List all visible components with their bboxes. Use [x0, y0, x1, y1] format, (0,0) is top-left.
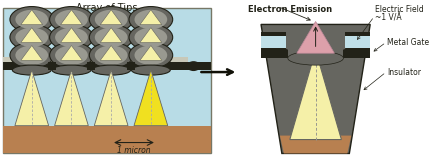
Text: ~1 V/Å: ~1 V/Å: [374, 13, 401, 23]
Ellipse shape: [10, 7, 53, 32]
Polygon shape: [100, 10, 122, 25]
Ellipse shape: [89, 7, 133, 32]
Ellipse shape: [12, 65, 51, 75]
Bar: [3, 126, 211, 153]
Text: Array of Tips: Array of Tips: [76, 3, 138, 13]
Bar: [261, 36, 285, 48]
Polygon shape: [21, 28, 42, 42]
Polygon shape: [60, 28, 82, 42]
Polygon shape: [60, 46, 82, 60]
Polygon shape: [15, 70, 49, 126]
Ellipse shape: [285, 44, 345, 52]
Ellipse shape: [287, 51, 343, 65]
Bar: [343, 48, 369, 58]
Bar: [345, 32, 369, 36]
Ellipse shape: [15, 28, 48, 47]
Polygon shape: [140, 28, 162, 42]
Text: Metal Gate: Metal Gate: [386, 38, 428, 47]
Ellipse shape: [131, 65, 170, 75]
Text: Electric Field: Electric Field: [374, 5, 423, 14]
Polygon shape: [261, 24, 369, 153]
Bar: [127, 62, 134, 70]
Bar: [48, 62, 56, 70]
Polygon shape: [140, 46, 162, 60]
Bar: [261, 32, 285, 36]
Polygon shape: [134, 70, 167, 126]
Ellipse shape: [55, 28, 88, 47]
Bar: [261, 48, 287, 58]
Polygon shape: [279, 136, 350, 153]
Polygon shape: [100, 28, 122, 42]
Ellipse shape: [55, 46, 88, 65]
Ellipse shape: [49, 42, 93, 68]
Ellipse shape: [129, 7, 172, 32]
Ellipse shape: [89, 42, 133, 68]
Ellipse shape: [95, 46, 127, 65]
Ellipse shape: [95, 10, 127, 29]
Bar: [87, 62, 95, 70]
Polygon shape: [289, 50, 341, 139]
Bar: [3, 57, 187, 62]
Polygon shape: [296, 21, 334, 53]
Ellipse shape: [134, 28, 167, 47]
Polygon shape: [100, 46, 122, 60]
Bar: [3, 8, 211, 153]
Text: Electron Emission: Electron Emission: [247, 5, 332, 14]
Polygon shape: [21, 10, 42, 25]
Ellipse shape: [92, 65, 130, 75]
Ellipse shape: [186, 61, 200, 71]
Ellipse shape: [129, 42, 172, 68]
Polygon shape: [94, 70, 128, 126]
Polygon shape: [54, 70, 88, 126]
Bar: [3, 62, 187, 70]
Ellipse shape: [10, 24, 53, 50]
Ellipse shape: [15, 46, 48, 65]
Ellipse shape: [52, 65, 91, 75]
Ellipse shape: [95, 28, 127, 47]
Ellipse shape: [134, 46, 167, 65]
Ellipse shape: [49, 7, 93, 32]
Ellipse shape: [129, 24, 172, 50]
Polygon shape: [60, 10, 82, 25]
Bar: [184, 62, 211, 70]
Ellipse shape: [49, 24, 93, 50]
Ellipse shape: [55, 10, 88, 29]
Ellipse shape: [10, 42, 53, 68]
Ellipse shape: [134, 10, 167, 29]
Polygon shape: [21, 46, 42, 60]
Polygon shape: [140, 10, 162, 25]
Text: 1 micron: 1 micron: [117, 145, 151, 155]
Ellipse shape: [15, 10, 48, 29]
Bar: [345, 36, 369, 48]
Text: Insulator: Insulator: [386, 68, 420, 77]
Ellipse shape: [89, 24, 133, 50]
